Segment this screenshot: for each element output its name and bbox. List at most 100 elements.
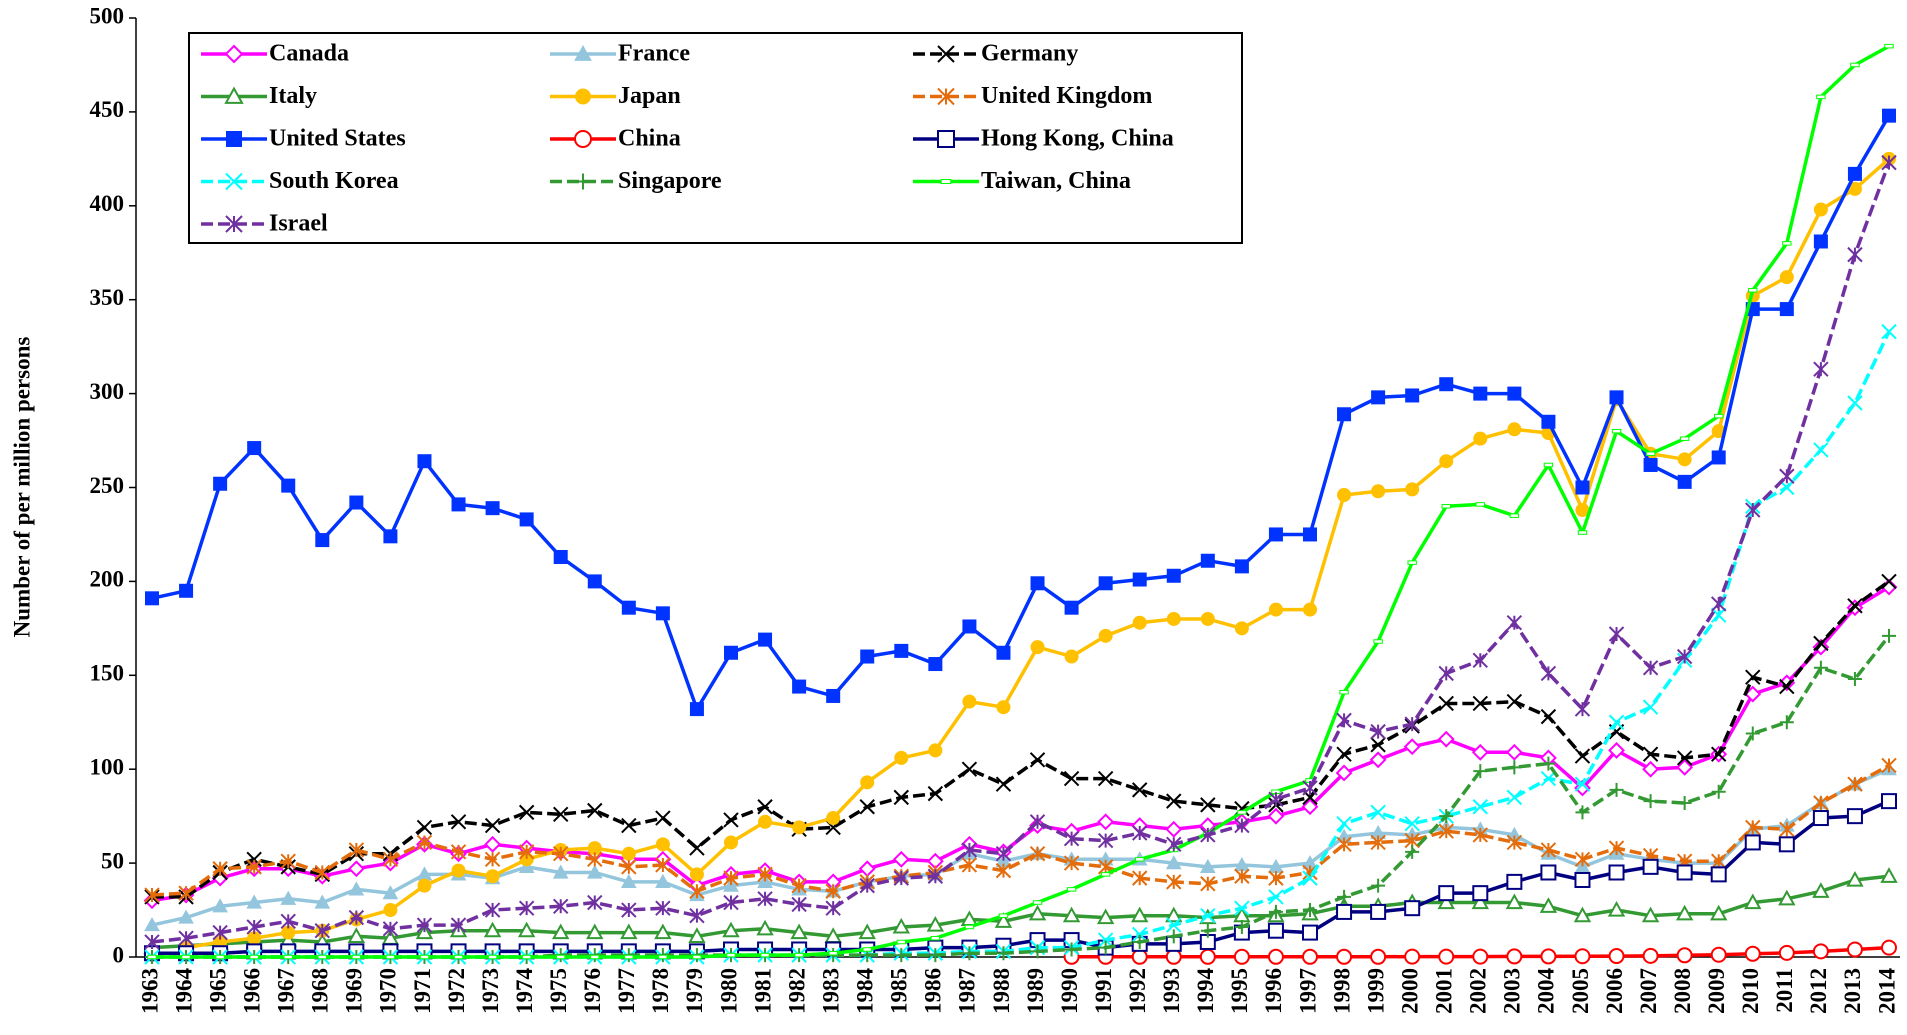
marker	[1472, 695, 1488, 712]
marker	[860, 775, 875, 790]
marker	[1509, 513, 1520, 518]
marker-part	[1302, 924, 1318, 941]
marker	[926, 916, 945, 932]
marker-part	[1472, 799, 1488, 815]
marker	[518, 844, 535, 860]
marker-part	[1847, 166, 1862, 181]
marker	[552, 846, 569, 862]
marker	[757, 891, 773, 907]
marker	[1337, 889, 1352, 904]
marker-part	[1881, 573, 1897, 590]
marker-part	[1744, 893, 1762, 910]
x-tick-label: 2006	[1602, 968, 1627, 1014]
marker	[246, 894, 263, 909]
marker-part	[1062, 906, 1081, 923]
marker	[484, 851, 501, 868]
marker	[1303, 602, 1317, 617]
marker	[586, 864, 603, 879]
marker-part	[689, 907, 705, 924]
marker-part	[1541, 414, 1556, 429]
marker-part	[1371, 878, 1386, 893]
marker-part	[517, 921, 536, 938]
marker	[726, 952, 736, 958]
marker-part	[1303, 602, 1317, 617]
marker	[1437, 893, 1455, 910]
marker	[416, 834, 433, 851]
marker-part	[1507, 760, 1522, 775]
marker-part	[996, 645, 1011, 660]
marker-part	[1779, 678, 1795, 695]
marker-part	[225, 215, 243, 233]
marker-part	[1881, 154, 1897, 171]
marker-part	[1779, 270, 1794, 285]
marker-part	[1132, 615, 1147, 630]
marker	[383, 529, 398, 544]
marker	[1574, 748, 1591, 764]
marker	[621, 600, 636, 615]
marker-part	[1370, 903, 1387, 920]
marker	[927, 868, 944, 884]
marker	[1642, 858, 1659, 875]
marker-part	[552, 806, 569, 822]
marker	[1336, 815, 1352, 832]
marker	[317, 954, 327, 960]
marker-part	[1643, 794, 1658, 809]
marker	[574, 44, 592, 61]
marker-part	[1676, 750, 1693, 766]
y-tick-label: 0	[113, 942, 125, 967]
marker	[1029, 752, 1046, 768]
marker-part	[655, 857, 671, 873]
marker	[574, 130, 592, 148]
marker-part	[1268, 904, 1283, 919]
marker	[590, 954, 600, 960]
x-tick-label: 1996	[1261, 968, 1286, 1014]
marker	[1267, 807, 1285, 825]
x-tick-label: 1975	[546, 968, 571, 1014]
marker	[1336, 836, 1352, 853]
marker	[349, 495, 364, 510]
marker-part	[1097, 770, 1114, 787]
marker	[419, 954, 430, 960]
marker	[212, 861, 228, 877]
marker-part	[1812, 810, 1829, 827]
marker-part	[586, 923, 604, 940]
marker	[1881, 154, 1897, 171]
marker-part	[144, 887, 160, 903]
marker	[1098, 576, 1113, 591]
marker-part	[246, 894, 263, 909]
marker-part	[1677, 474, 1692, 489]
y-tick-label: 300	[90, 379, 125, 404]
marker-part	[1132, 782, 1148, 798]
x-tick-label: 1978	[648, 968, 673, 1014]
marker-part	[178, 909, 194, 924]
marker	[1779, 715, 1794, 730]
marker	[962, 619, 977, 634]
x-tick-label: 2002	[1466, 968, 1491, 1014]
marker	[1611, 428, 1622, 434]
marker-part	[317, 954, 327, 960]
marker-part	[1165, 906, 1183, 923]
y-tick-label: 200	[90, 567, 125, 592]
marker-part	[1132, 926, 1148, 943]
marker-part	[1439, 454, 1454, 469]
marker-part	[1473, 431, 1488, 446]
marker-part	[575, 173, 591, 190]
marker-part	[1438, 885, 1455, 902]
marker	[1641, 906, 1660, 923]
marker-part	[1439, 377, 1454, 392]
marker-part	[1677, 452, 1692, 467]
marker	[1679, 436, 1690, 441]
marker-part	[1539, 897, 1558, 913]
marker-part	[791, 877, 807, 894]
marker	[246, 919, 262, 935]
marker	[1234, 621, 1249, 636]
legend-label: China	[618, 126, 681, 152]
marker	[1574, 701, 1591, 717]
marker	[1303, 527, 1317, 542]
marker	[1404, 900, 1421, 917]
marker-part	[1166, 793, 1182, 809]
marker-part	[1267, 922, 1284, 939]
marker-part	[1506, 693, 1523, 710]
marker-part	[1574, 748, 1591, 764]
marker	[1676, 864, 1693, 881]
